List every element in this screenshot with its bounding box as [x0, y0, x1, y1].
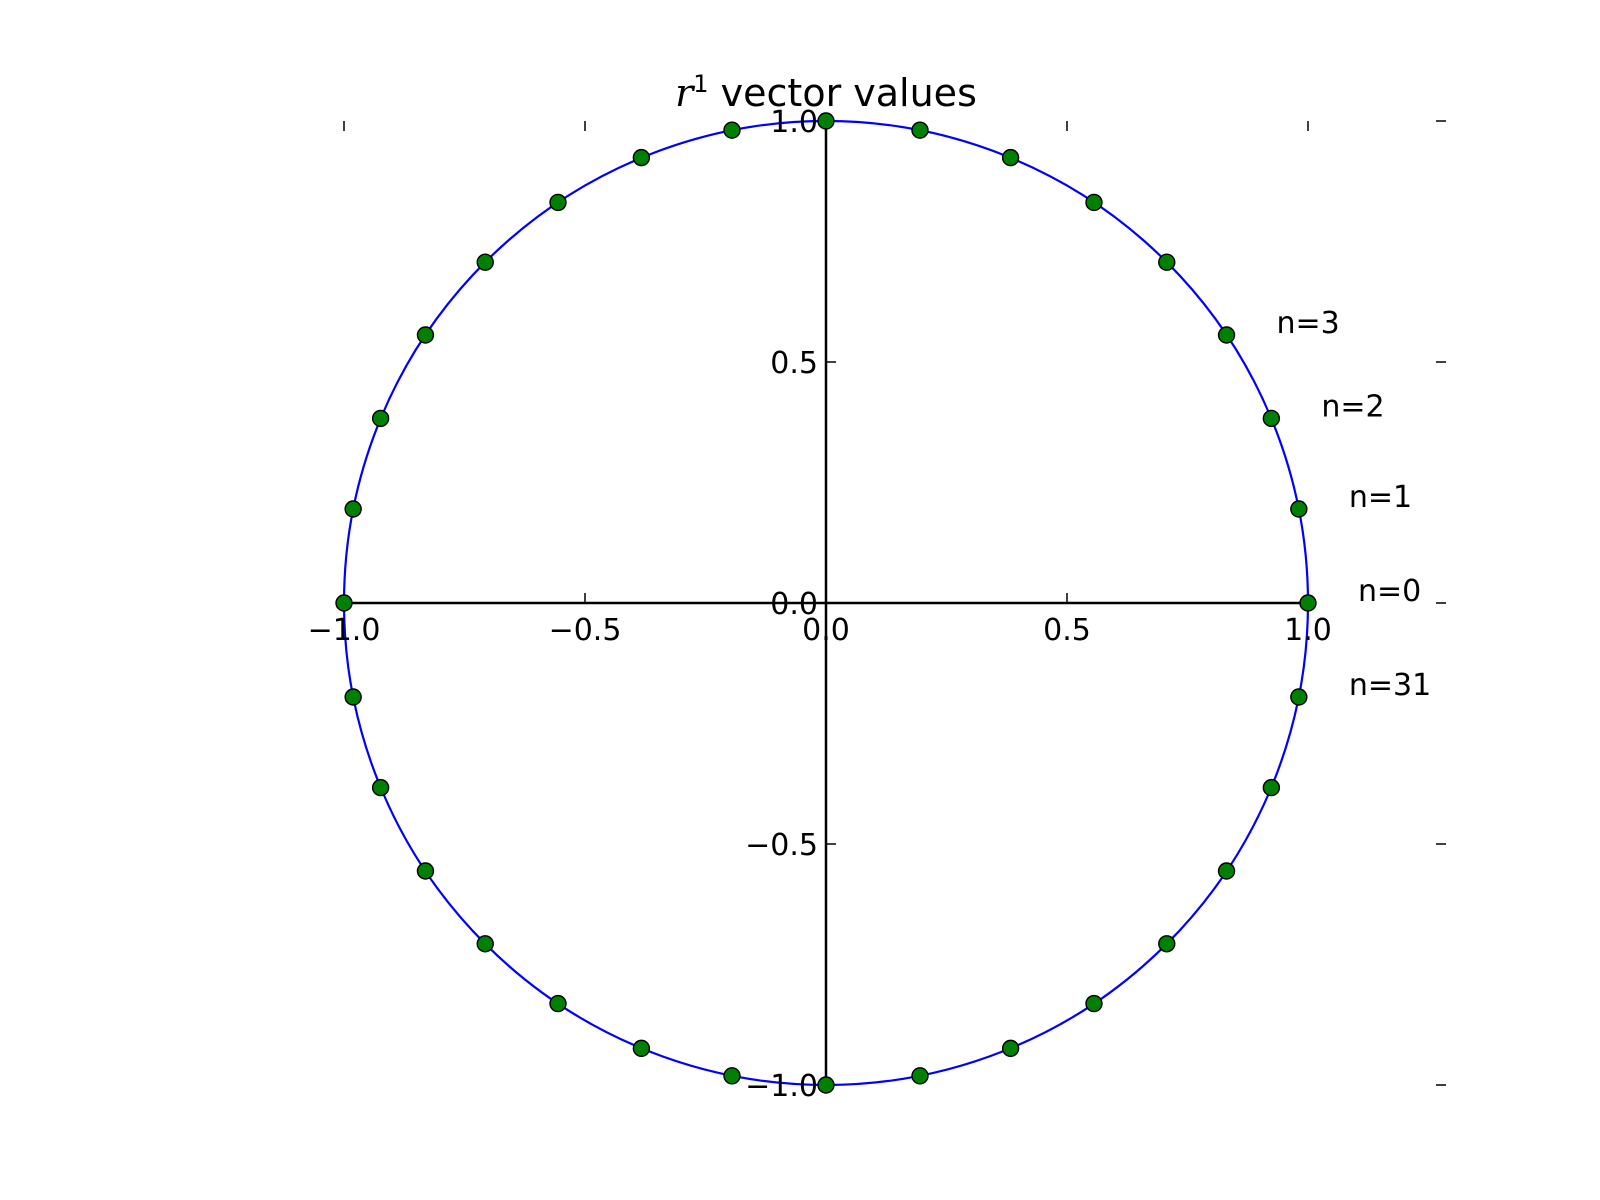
x-tick-label-3: 0.5	[1043, 613, 1091, 648]
data-point-27	[1085, 994, 1103, 1013]
data-point-7	[911, 121, 929, 139]
data-point-8	[817, 112, 835, 130]
data-point-28	[1158, 935, 1176, 953]
data-point-20	[476, 935, 494, 953]
annotation-n-31: n=31	[1349, 668, 1431, 703]
data-point-11	[549, 193, 567, 212]
data-point-5	[1085, 193, 1103, 212]
data-point-12	[476, 253, 494, 271]
data-point-9	[723, 121, 741, 139]
data-point-30	[1262, 778, 1281, 797]
annotation-n-3: n=3	[1277, 306, 1340, 341]
data-point-23	[723, 1067, 741, 1085]
data-point-2	[1262, 409, 1281, 428]
data-points	[335, 112, 1317, 1094]
annotation-n-0: n=0	[1358, 574, 1421, 609]
x-tick-label-2: 0.0	[802, 613, 850, 648]
x-tick-label-0: −1.0	[308, 613, 381, 648]
data-point-13	[416, 326, 435, 344]
data-point-31	[1290, 688, 1308, 706]
y-tick-label-0: −1.0	[745, 1069, 818, 1104]
y-tick-label-1: −0.5	[745, 828, 818, 863]
point-annotations: n=0 n=1 n=2 n=3 n=31	[1277, 306, 1432, 703]
data-point-10	[632, 148, 651, 167]
title-text: vector values	[709, 71, 977, 115]
chart-title: r1 vector values	[675, 70, 977, 115]
title-symbol: r	[675, 71, 696, 115]
x-tick-label-4: 1.0	[1284, 613, 1332, 648]
y-tick-label-3: 0.5	[770, 346, 818, 381]
data-point-16	[335, 594, 353, 612]
data-point-14	[371, 409, 390, 428]
data-point-1	[1290, 500, 1308, 518]
data-point-3	[1217, 326, 1236, 344]
y-tick-label-4: 1.0	[770, 105, 818, 140]
data-point-0	[1299, 594, 1317, 612]
data-point-15	[344, 500, 362, 518]
data-point-18	[371, 778, 390, 797]
data-point-25	[911, 1067, 929, 1085]
data-point-22	[632, 1039, 651, 1058]
data-point-24	[817, 1076, 835, 1094]
title-superscript: 1	[693, 70, 708, 98]
y-tick-labels: −1.0 −0.5 0.0 0.5 1.0	[745, 105, 818, 1104]
x-tick-label-1: −0.5	[549, 613, 622, 648]
annotation-n-1: n=1	[1349, 480, 1412, 515]
data-point-21	[549, 994, 567, 1013]
annotation-n-2: n=2	[1321, 389, 1384, 424]
x-tick-labels: −1.0 −0.5 0.0 0.5 1.0	[308, 613, 1332, 648]
data-point-26	[1001, 1039, 1020, 1058]
data-point-19	[416, 862, 435, 880]
data-point-17	[344, 688, 362, 706]
data-point-6	[1001, 148, 1020, 167]
data-point-29	[1217, 862, 1236, 880]
data-point-4	[1158, 253, 1176, 271]
y-tick-label-2: 0.0	[770, 587, 818, 622]
